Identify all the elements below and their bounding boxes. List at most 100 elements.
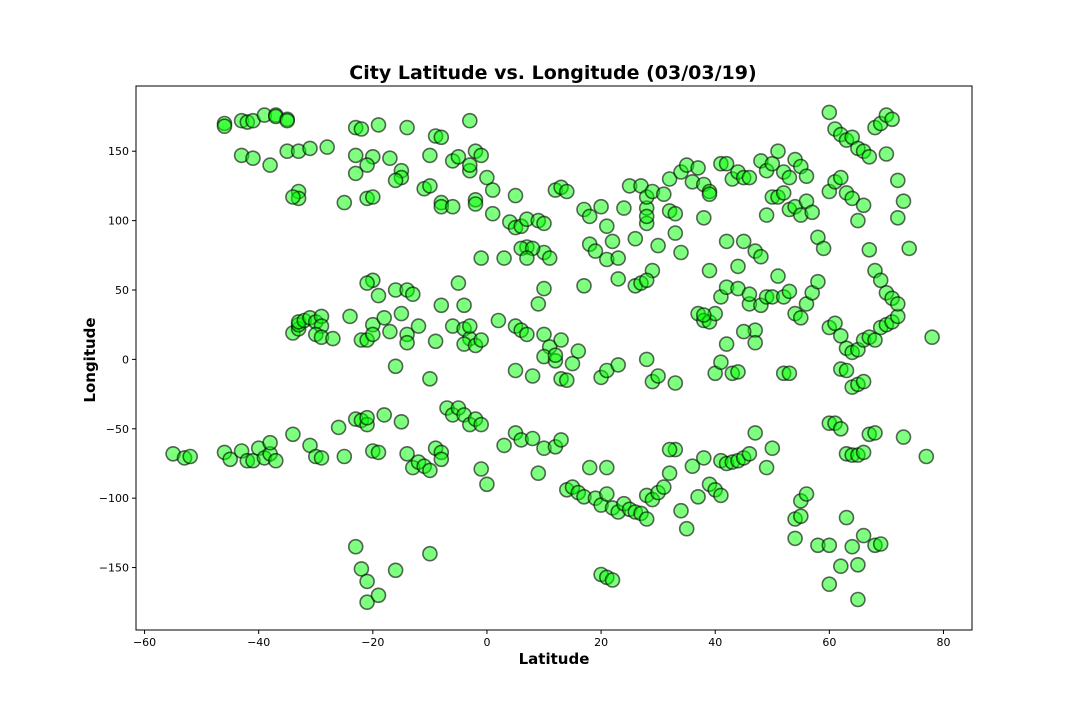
data-point [684,458,701,475]
data-point [399,334,415,351]
data-point [832,169,849,186]
data-point [382,150,398,166]
data-point [336,448,353,465]
x-axis-label: Latitude [519,650,590,668]
data-point [821,537,838,554]
data-point [810,273,826,290]
y-tick-label: 50 [115,284,129,297]
data-point [781,283,798,300]
data-point [895,429,912,445]
data-point [861,242,878,258]
data-point [364,326,381,343]
data-point [262,157,278,173]
data-point [353,561,370,577]
data-point [832,327,849,344]
data-point [598,459,615,476]
data-point [838,362,855,379]
data-point [330,419,347,436]
data-point [450,149,467,165]
data-point [581,459,598,476]
data-point [753,248,769,265]
data-point [901,240,918,257]
data-point [541,250,558,266]
data-point [598,486,615,502]
data-point [456,297,472,314]
data-point [433,297,450,314]
data-point [399,119,415,136]
data-point [461,157,478,173]
data-point [587,243,604,259]
data-point [382,323,398,340]
data-point [387,358,404,375]
data-point [376,407,393,423]
data-point [764,440,781,457]
data-point [741,286,758,303]
data-point [730,258,746,275]
y-tick-label: 0 [122,353,129,366]
data-point [484,182,501,198]
data-point [422,462,438,479]
data-point [713,354,729,371]
x-tick-label: 0 [483,636,490,649]
data-point [735,323,752,340]
chart-title: City Latitude vs. Longitude (03/03/19) [349,62,756,84]
data-point [279,112,296,129]
data-point [850,212,866,229]
data-point [844,538,861,555]
data-point [821,576,838,593]
data-point [422,178,438,194]
data-point [815,240,832,257]
data-point [878,146,895,162]
data-point [387,172,404,189]
data-point [747,334,764,351]
x-tick-label: −40 [247,636,270,649]
y-tick-label: −150 [99,562,129,575]
data-point [598,218,615,234]
data-point [701,262,718,279]
data-point [593,198,609,215]
data-point [695,450,712,466]
data-point [422,545,438,562]
data-point [775,185,792,201]
data-point [638,272,655,289]
data-point [461,112,478,129]
data-point [536,280,552,297]
data-point [285,426,301,443]
data-point [530,465,547,482]
data-point [850,591,866,608]
data-point [701,186,718,202]
x-axis-ticks: −60 −40 −20 0 20 40 60 80 [133,630,950,649]
data-point [302,140,318,157]
y-tick-label: 100 [108,215,129,228]
data-point [872,272,889,289]
data-point [673,502,689,519]
data-point [507,187,524,204]
data-point [855,373,872,390]
data-point [376,309,393,326]
data-point [655,186,672,202]
x-tick-label: 80 [936,636,950,649]
data-point [832,420,849,437]
data-point [667,225,684,241]
data-point [895,193,912,209]
data-point [347,538,364,555]
data-point [855,444,872,461]
data-point [359,275,375,291]
data-point [359,594,375,611]
data-point [661,441,678,458]
data-point [353,121,370,137]
y-tick-label: 150 [108,145,129,158]
data-point [427,333,444,350]
data-point [867,332,883,348]
data-point [758,207,775,223]
data-point [616,200,632,216]
y-axis-label: Longitude [81,317,99,402]
data-point [444,198,461,215]
data-point [889,210,906,226]
data-point [918,448,935,465]
y-tick-label: −50 [106,423,129,436]
data-point [690,160,706,176]
data-point [604,233,621,250]
data-point [553,332,569,348]
data-point [792,508,809,525]
